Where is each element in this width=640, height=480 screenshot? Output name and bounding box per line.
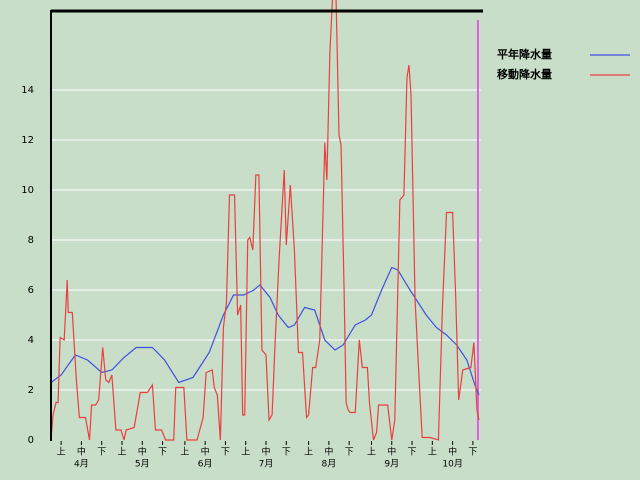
x-tick-label: 中 bbox=[77, 446, 86, 458]
x-tick-label: 下 bbox=[282, 448, 291, 458]
x-tick-label: 下 bbox=[468, 448, 477, 458]
x-tick-label: 下 bbox=[97, 448, 106, 458]
series-line bbox=[51, 0, 480, 441]
x-tick-label: 上 bbox=[304, 447, 313, 458]
x-tick-label: 下 bbox=[408, 448, 417, 458]
x-tick-label: 上 bbox=[117, 447, 126, 458]
x-tick-label: 中 bbox=[261, 446, 270, 458]
month-label: 9月 bbox=[384, 459, 399, 470]
legend-label: 移動降水量 bbox=[497, 67, 552, 81]
legend-label: 平年降水量 bbox=[497, 47, 552, 61]
y-tick-label: 6 bbox=[28, 285, 34, 296]
y-tick-label: 0 bbox=[28, 435, 34, 446]
month-label: 8月 bbox=[322, 459, 337, 470]
x-tick-label: 下 bbox=[345, 448, 354, 458]
y-tick-label: 4 bbox=[28, 335, 34, 346]
x-tick-label: 中 bbox=[324, 446, 333, 458]
month-label: 6月 bbox=[198, 459, 213, 470]
month-label: 10月 bbox=[442, 459, 462, 470]
x-tick-label: 中 bbox=[387, 446, 396, 458]
x-tick-label: 中 bbox=[138, 446, 147, 458]
y-tick-label: 10 bbox=[21, 185, 34, 196]
month-label: 7月 bbox=[259, 459, 274, 470]
x-tick-label: 下 bbox=[221, 448, 230, 458]
x-tick-label: 中 bbox=[201, 446, 210, 458]
x-tick-label: 上 bbox=[367, 447, 376, 458]
month-label: 4月 bbox=[74, 459, 89, 470]
y-tick-label: 2 bbox=[28, 385, 34, 396]
x-tick-label: 中 bbox=[448, 446, 457, 458]
x-tick-label: 下 bbox=[158, 448, 167, 458]
y-tick-label: 8 bbox=[28, 235, 34, 246]
y-tick-label: 14 bbox=[21, 85, 34, 96]
month-label: 5月 bbox=[135, 459, 150, 470]
y-tick-label: 12 bbox=[21, 135, 34, 146]
series-line bbox=[51, 266, 480, 396]
x-tick-label: 上 bbox=[428, 447, 437, 458]
x-tick-label: 上 bbox=[57, 447, 66, 458]
x-tick-label: 上 bbox=[241, 447, 250, 458]
x-tick-label: 上 bbox=[180, 447, 189, 458]
